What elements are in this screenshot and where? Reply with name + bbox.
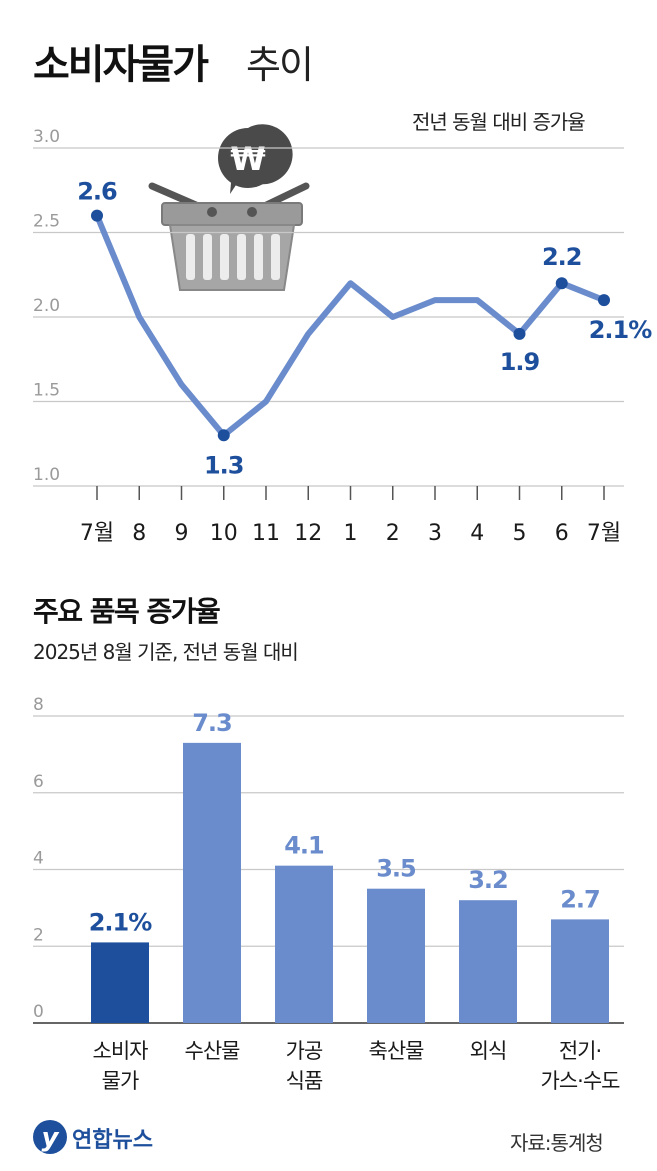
bar [459, 900, 517, 1023]
bar-data-label: 7.3 [192, 709, 232, 737]
bar-chart-y-tick: 8 [33, 695, 44, 715]
yonhap-logo: y 연합뉴스 [33, 1120, 153, 1154]
line-chart-point [555, 277, 568, 290]
bar-data-label: 3.2 [468, 866, 508, 894]
line-chart-x-tick: 7월 [80, 521, 114, 546]
bar-data-label: 2.1% [89, 908, 153, 936]
line-chart-x-tick: 2 [386, 521, 400, 546]
line-chart-y-tick: 2.0 [33, 296, 60, 316]
bar [551, 919, 609, 1023]
bar-category-label: 전기· [559, 1039, 601, 1063]
line-chart-point [91, 209, 103, 222]
bar-chart-y-tick: 4 [33, 849, 44, 869]
bar [183, 742, 241, 1023]
yonhap-logo-icon [33, 1120, 67, 1154]
line-chart-point [513, 327, 526, 340]
line-chart-x-tick: 9 [175, 521, 189, 546]
line-chart-data-label: 2.1% [589, 316, 653, 344]
source-note: 자료:통계청 [510, 1131, 604, 1155]
line-chart-x-tick: 11 [252, 521, 280, 546]
line-chart-y-tick: 1.0 [33, 465, 60, 485]
bar-category-label: 소비자 [93, 1039, 149, 1063]
bar-data-label: 2.7 [560, 885, 600, 913]
line-chart-data-label: 2.6 [77, 178, 117, 206]
shopping-basket-icon: ₩ [148, 124, 310, 291]
line-chart-point [598, 294, 610, 307]
line-chart-note: 전년 동월 대비 증가율 [412, 110, 586, 134]
line-chart-x-tick: 8 [132, 521, 146, 546]
svg-text:₩: ₩ [230, 140, 265, 178]
line-chart-x-tick: 7월 [587, 521, 621, 546]
line-chart-y-tick: 3.0 [33, 127, 60, 147]
line-chart-y-tick: 1.5 [33, 381, 60, 401]
bar-category-label: 축산물 [369, 1039, 425, 1063]
line-chart-data-label: 2.2 [542, 243, 582, 271]
line-chart-y-tick: 2.5 [33, 212, 60, 232]
bar-category-label: 가공 [286, 1039, 323, 1063]
line-chart-x-tick: 1 [344, 521, 358, 546]
line-chart-x-tick: 6 [555, 521, 569, 546]
yonhap-logo-text: 연합뉴스 [72, 1127, 153, 1153]
bar-chart-y-tick: 6 [33, 772, 44, 792]
bar-category-label: 외식 [470, 1039, 507, 1063]
bar-data-label: 4.1 [284, 832, 324, 860]
line-chart-x-tick: 3 [428, 521, 442, 546]
bar [91, 942, 149, 1023]
bar-category-label: 식품 [286, 1069, 323, 1093]
svg-text:y: y [42, 1123, 60, 1153]
line-chart-x-tick: 5 [513, 521, 527, 546]
bar-category-label: 가스·수도 [541, 1069, 621, 1093]
bar-chart-subtitle: 2025년 8월 기준, 전년 동월 대비 [33, 640, 299, 664]
chart-title-suffix: 추이 [246, 43, 314, 87]
bar-data-label: 3.5 [376, 855, 416, 883]
line-chart-point [217, 429, 230, 442]
bar-category-label: 수산물 [185, 1039, 241, 1063]
line-chart-x-tick: 12 [294, 521, 322, 546]
chart-title: 소비자물가 [33, 42, 209, 88]
line-chart-data-label: 1.3 [204, 451, 244, 479]
bar-chart-y-tick: 2 [33, 925, 44, 945]
line-chart-x-tick: 4 [470, 521, 484, 546]
line-chart-x-tick: 10 [210, 521, 238, 546]
bar-chart-title: 주요 품목 증가율 [33, 595, 221, 628]
line-chart-data-label: 1.9 [500, 348, 540, 376]
bar-category-label: 물가 [102, 1069, 139, 1093]
bar-chart-y-tick: 0 [33, 1002, 44, 1022]
bar [275, 865, 333, 1023]
bar [367, 888, 425, 1023]
